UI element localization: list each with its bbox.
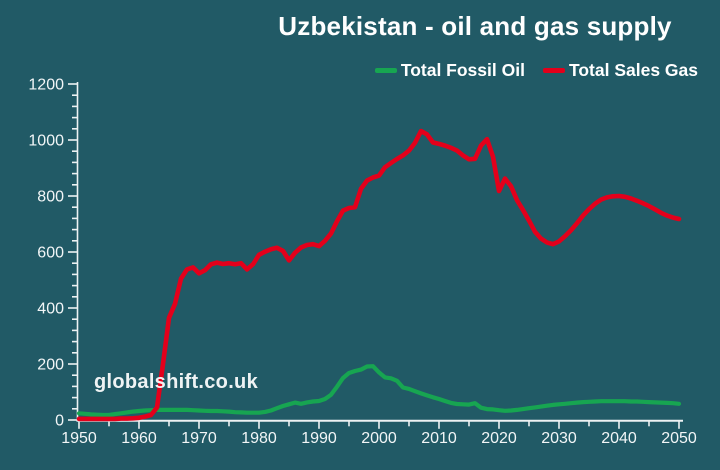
x-axis-tick-label: 2050: [661, 430, 697, 447]
y-axis-tick-label: 1200: [28, 77, 64, 94]
x-axis-tick-label: 2000: [361, 430, 397, 447]
chart-legend: Total Fossil Oil Total Sales Gas: [374, 60, 698, 81]
legend-item-sales-gas: Total Sales Gas: [542, 60, 698, 81]
x-axis-tick-label: 1950: [61, 430, 97, 447]
watermark: globalshift.co.uk: [94, 371, 258, 393]
y-axis-tick-label: 1000: [28, 133, 64, 150]
x-axis-tick-label: 2040: [601, 430, 637, 447]
y-axis-tick-label: 200: [37, 357, 64, 374]
y-axis-tick-label: 0: [55, 413, 64, 430]
y-axis-tick-label: 800: [37, 189, 64, 206]
oil-series-line: [76, 364, 682, 418]
gas-line-dash-icon: [542, 68, 565, 73]
oil-line-dash-icon: [374, 68, 397, 73]
legend-item-fossil-oil: Total Fossil Oil: [374, 60, 525, 81]
gas-series-line: [76, 128, 682, 422]
legend-label-fossil-oil: Total Fossil Oil: [400, 60, 525, 80]
x-axis-tick-label: 1960: [121, 430, 157, 447]
legend-label-sales-gas: Total Sales Gas: [568, 60, 698, 80]
x-axis-tick-label: 2010: [421, 430, 457, 447]
x-axis-tick-label: 1970: [181, 430, 217, 447]
x-axis-tick-label: 2020: [481, 430, 517, 447]
y-axis-tick-label: 400: [37, 301, 64, 318]
chart-title: Uzbekistan - oil and gas supply: [278, 11, 672, 41]
x-axis-tick-label: 1980: [241, 430, 277, 447]
x-axis-tick-label: 1990: [301, 430, 337, 447]
x-axis-tick-label: 2030: [541, 430, 577, 447]
y-axis-tick-label: 600: [37, 245, 64, 262]
